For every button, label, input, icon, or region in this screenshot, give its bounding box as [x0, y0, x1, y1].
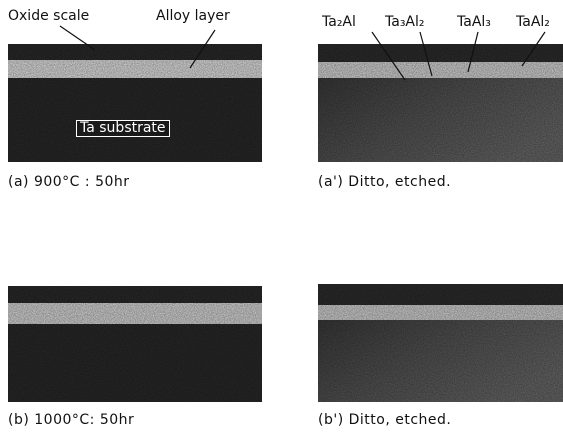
label: Ta₂Al: [322, 14, 356, 30]
caption: (b) 1000°C: 50hr: [8, 412, 134, 428]
micrograph-a: [8, 26, 262, 162]
micrograph-b-prime: [318, 284, 563, 402]
caption: (a) 900°C : 50hr: [8, 174, 130, 190]
caption: (b') Ditto, etched.: [318, 412, 451, 428]
label: Oxide scale: [8, 8, 89, 24]
label: Ta substrate: [76, 120, 170, 137]
figure: Oxide scale Alloy layer Ta substrate Ta₂…: [0, 0, 563, 436]
label: Alloy layer: [156, 8, 230, 24]
label: TaAl₂: [516, 14, 550, 30]
micrograph-a-prime: [318, 32, 563, 162]
label: TaAl₃: [457, 14, 491, 30]
micrograph-b: [8, 286, 262, 402]
micrographs: [0, 0, 563, 436]
label: Ta₃Al₂: [385, 14, 425, 30]
caption: (a') Ditto, etched.: [318, 174, 451, 190]
